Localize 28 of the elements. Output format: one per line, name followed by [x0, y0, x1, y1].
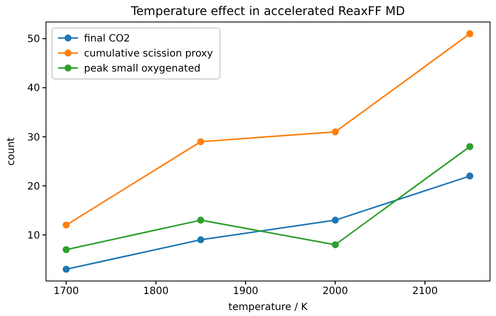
point [197, 138, 204, 146]
point [332, 216, 339, 224]
legend-label: final CO2 [84, 34, 130, 44]
point [197, 236, 204, 244]
x-tick-label: 2000 [322, 286, 348, 297]
y-tick-label: 20 [27, 181, 40, 192]
legend-label: peak small oxygenated [84, 64, 200, 74]
point [332, 128, 339, 136]
point [62, 266, 70, 273]
point [332, 241, 339, 248]
x-tick-label: 1800 [143, 286, 169, 297]
point [62, 222, 70, 229]
legend-label: cumulative scission proxy [84, 48, 214, 60]
x-axis-title: temperature / K [228, 302, 308, 313]
y-tick-label: 10 [27, 230, 40, 242]
x-tick-label: 2100 [412, 286, 438, 297]
y-axis-title: count [6, 137, 17, 166]
y-tick-label: 40 [27, 83, 40, 94]
x-tick-label: 1900 [232, 286, 258, 297]
point [466, 143, 474, 150]
y-tick-label: 50 [27, 34, 40, 46]
point [62, 246, 70, 254]
x-tick-label: 1700 [53, 286, 79, 297]
point [466, 172, 474, 180]
point [466, 30, 474, 38]
y-tick-label: 30 [27, 132, 40, 144]
chart-title: Temperature effect in accelerated ReaxFF MD [130, 4, 406, 18]
point [197, 216, 204, 224]
